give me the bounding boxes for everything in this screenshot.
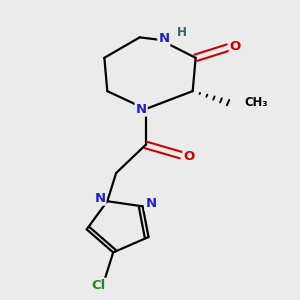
Text: O: O (184, 150, 195, 163)
Text: N: N (136, 103, 147, 116)
Text: Cl: Cl (91, 279, 106, 292)
Text: N: N (145, 197, 156, 210)
Text: N: N (94, 192, 106, 205)
Text: N: N (158, 32, 169, 45)
Text: CH₃: CH₃ (244, 96, 268, 109)
Text: O: O (230, 40, 241, 53)
Text: H: H (176, 26, 187, 39)
